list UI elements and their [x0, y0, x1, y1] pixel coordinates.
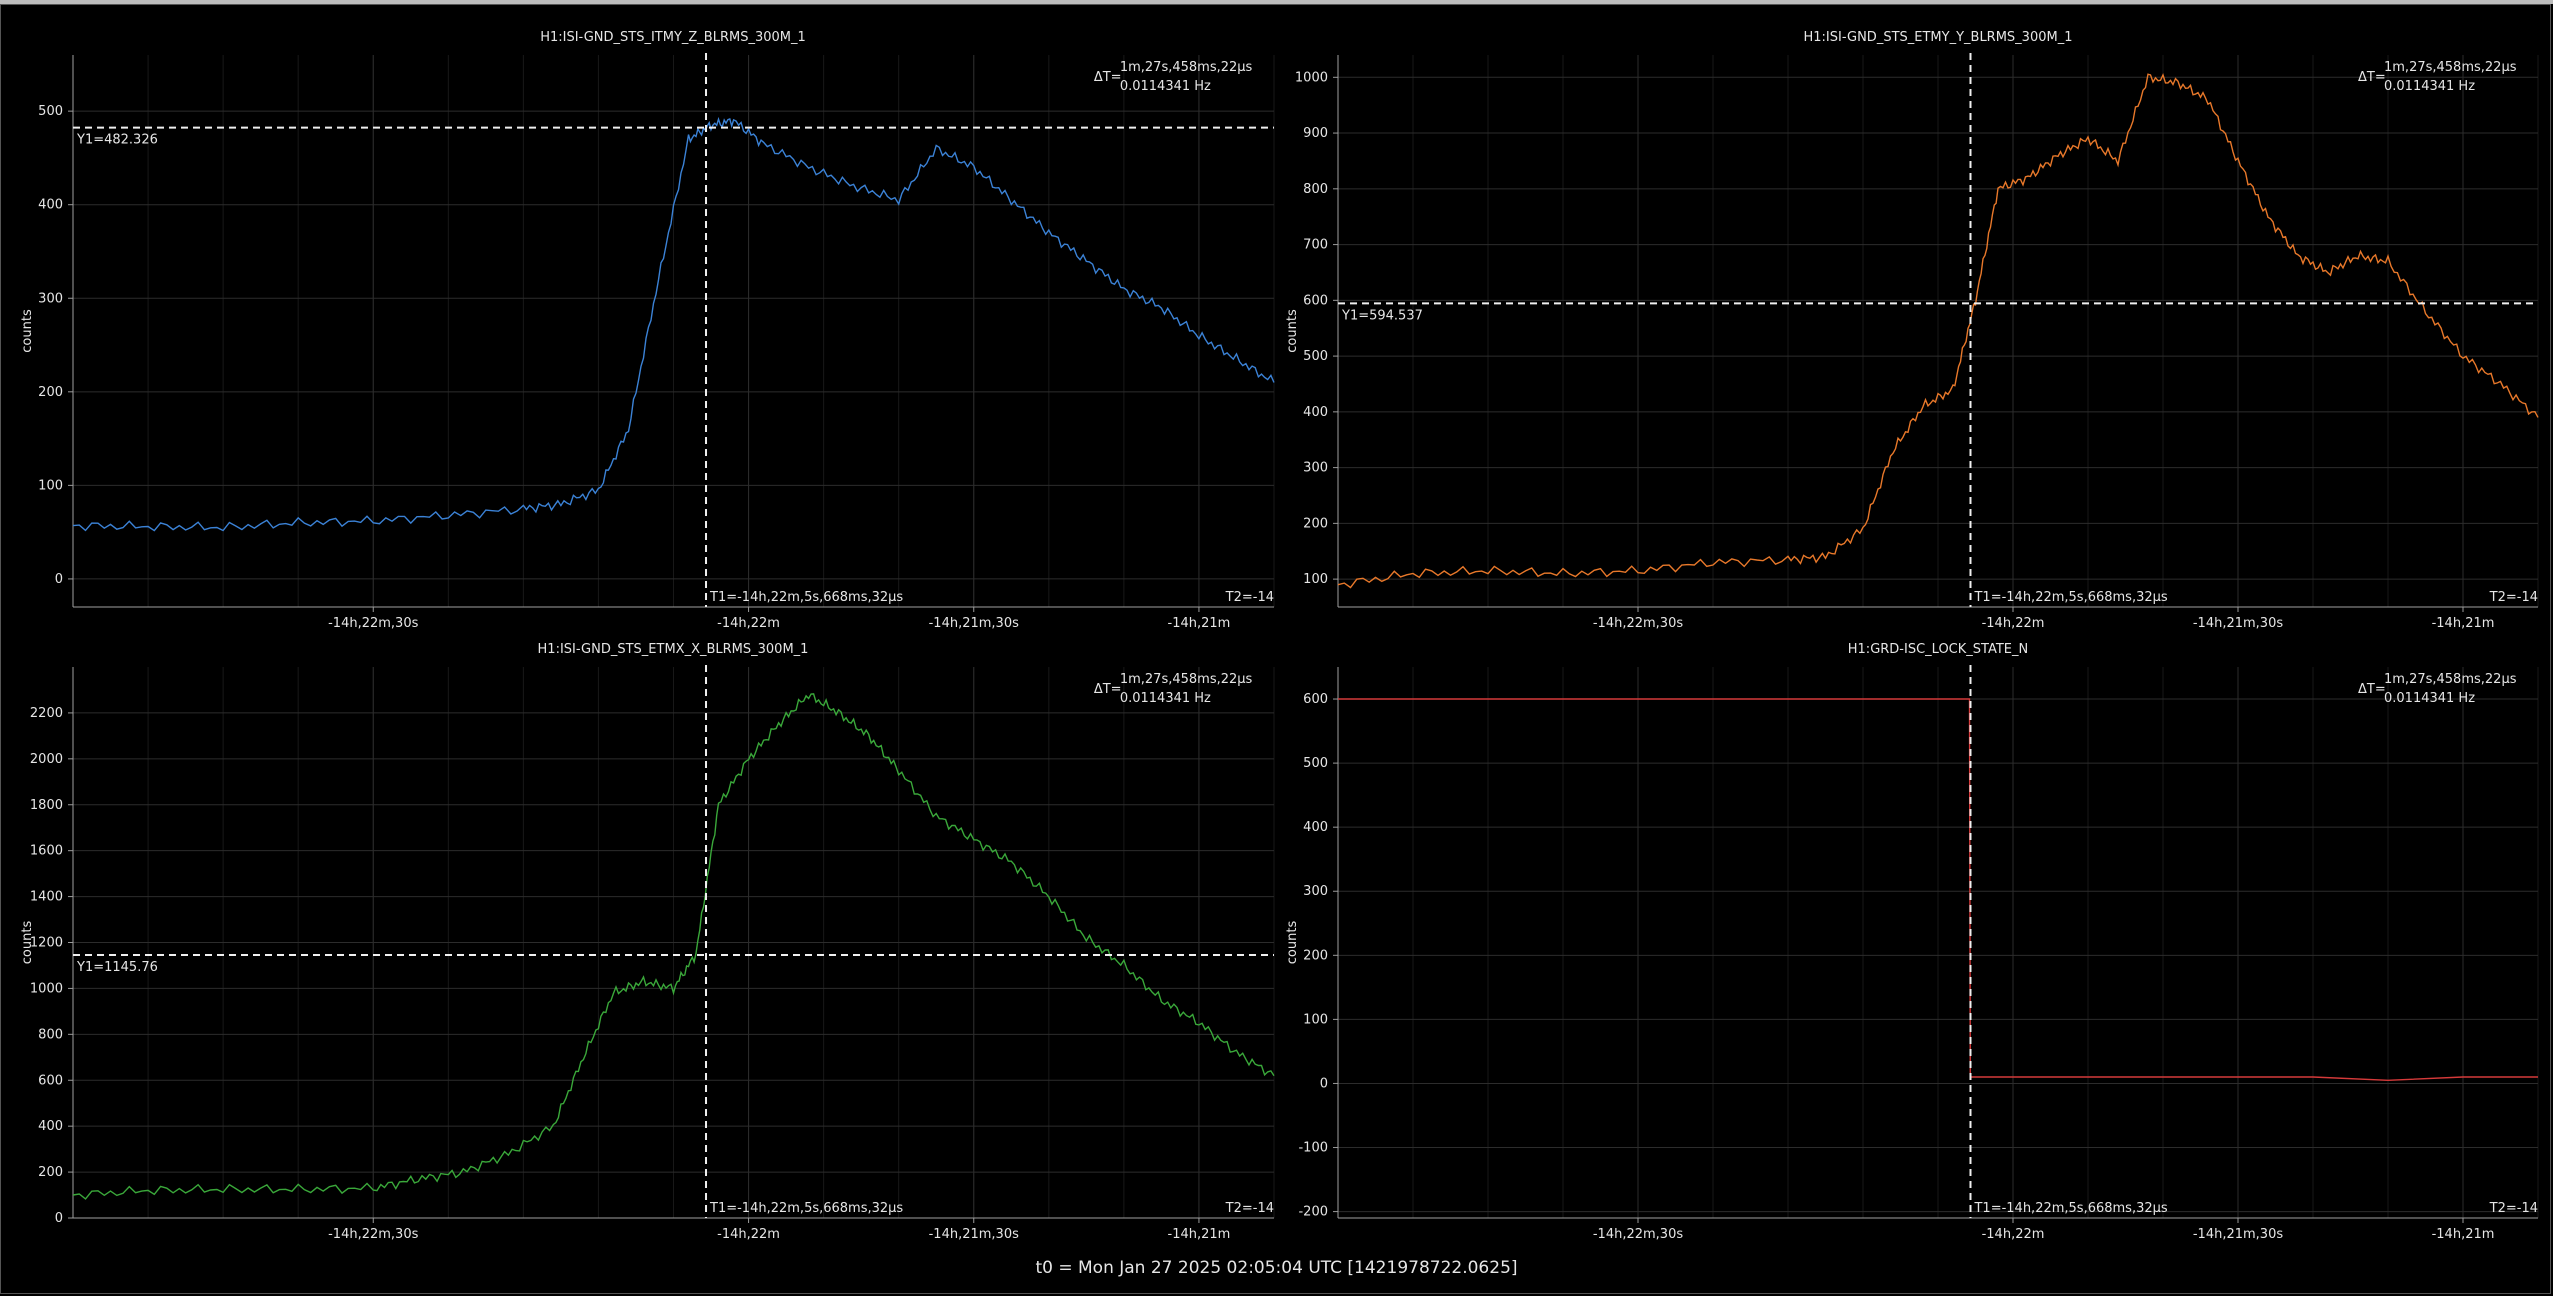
y-tick-label: 400 [38, 1119, 63, 1134]
y-tick-label: 200 [1303, 948, 1328, 963]
x-tick-label: -14h,22m,30s [328, 1227, 418, 1242]
y-tick-label: 0 [55, 1211, 63, 1226]
y-tick-label: 1800 [30, 798, 63, 813]
y-tick-label: 0 [1320, 1076, 1328, 1091]
cursor-t1-label: T1=-14h,22m,5s,668ms,32µs [1973, 1201, 2167, 1216]
y-tick-label: 800 [38, 1027, 63, 1042]
y-tick-label: 1000 [1295, 70, 1328, 85]
y-tick-label: 700 [1303, 238, 1328, 253]
y-tick-label: 600 [1303, 692, 1328, 707]
y-tick-label: 500 [1303, 756, 1328, 771]
delta-t-value: 1m,27s,458ms,22µs [2384, 60, 2517, 75]
y-axis-label: counts [20, 309, 35, 353]
cursor-t1-label: T1=-14h,22m,5s,668ms,32µs [709, 590, 903, 605]
y-tick-label: 300 [1303, 461, 1328, 476]
chart-title: H1:ISI-GND_STS_ETMY_Y_BLRMS_300M_1 [1804, 30, 2073, 45]
y-tick-label: 500 [1303, 349, 1328, 364]
x-tick-label: -14h,21m,30s [929, 1227, 1019, 1242]
y-tick-label: 600 [38, 1073, 63, 1088]
delta-f-value: 0.0114341 Hz [2384, 691, 2475, 706]
t0-footer: t0 = Mon Jan 27 2025 02:05:04 UTC [14219… [1035, 1258, 1518, 1278]
x-tick-label: -14h,22m [717, 616, 780, 631]
chart-title: H1:GRD-ISC_LOCK_STATE_N [1848, 642, 2028, 657]
x-tick-label: -14h,21m [2432, 1227, 2495, 1242]
y-axis-label: counts [1285, 309, 1300, 353]
x-tick-label: -14h,22m,30s [1593, 1227, 1683, 1242]
y-tick-label: 1000 [30, 981, 63, 996]
chart-title: H1:ISI-GND_STS_ETMX_X_BLRMS_300M_1 [538, 642, 809, 657]
cursor-t2-label: T2=-14 [2489, 590, 2538, 605]
delta-t-value: 1m,27s,458ms,22µs [2384, 672, 2517, 687]
y-tick-label: 400 [1303, 820, 1328, 835]
y-tick-label: 100 [1303, 1012, 1328, 1027]
series-line [1337, 72, 2539, 589]
delta-t-label: ΔT= [2358, 682, 2386, 697]
y-tick-label: 2200 [30, 706, 63, 721]
y-tick-label: -200 [1298, 1205, 1328, 1220]
y-tick-label: 500 [38, 104, 63, 119]
cursor-t2-label: T2=-14 [2489, 1201, 2538, 1216]
y-tick-label: 100 [38, 478, 63, 493]
x-tick-label: -14h,22m,30s [328, 616, 418, 631]
chart-panel-2: H1:ISI-GND_STS_ETMY_Y_BLRMS_300M_1 100 200… [1285, 30, 2539, 631]
plot-frame [0, 4, 2551, 1294]
y-tick-label: 300 [38, 291, 63, 306]
chart-title: H1:ISI-GND_STS_ITMY_Z_BLRMS_300M_1 [540, 30, 806, 45]
cursor-y1-label: Y1=482.326 [76, 133, 158, 148]
y-tick-label: 1400 [30, 890, 63, 905]
series-line [72, 116, 1275, 532]
cursor-y1-label: Y1=1145.76 [76, 960, 158, 975]
y-tick-label: 100 [1303, 572, 1328, 587]
window-top-bar [0, 0, 2553, 4]
x-tick-label: -14h,22m [1982, 1227, 2045, 1242]
delta-t-value: 1m,27s,458ms,22µs [1120, 672, 1253, 687]
y-tick-label: 1200 [30, 936, 63, 951]
chart-panel-4: H1:GRD-ISC_LOCK_STATE_N -200 -100 0 100 200 30… [1285, 642, 2539, 1242]
y-tick-label: 1600 [30, 844, 63, 859]
y-tick-label: 200 [38, 385, 63, 400]
x-tick-label: -14h,22m [717, 1227, 780, 1242]
x-tick-label: -14h,21m,30s [2193, 1227, 2283, 1242]
chart-panel-3: H1:ISI-GND_STS_ETMX_X_BLRMS_300M_1 0 200 40… [20, 642, 1275, 1242]
x-tick-label: -14h,21m [1168, 1227, 1231, 1242]
delta-t-label: ΔT= [2358, 70, 2386, 85]
cursor-t1-label: T1=-14h,22m,5s,668ms,32µs [1973, 590, 2167, 605]
delta-f-value: 0.0114341 Hz [1120, 79, 1211, 94]
y-tick-label: 0 [55, 572, 63, 587]
y-tick-label: 900 [1303, 126, 1328, 141]
cursor-t2-label: T2=-14 [1225, 1201, 1274, 1216]
y-tick-label: 400 [38, 198, 63, 213]
chart-panel-1: H1:ISI-GND_STS_ITMY_Z_BLRMS_300M_1 0 100 20… [20, 30, 1275, 631]
delta-t-label: ΔT= [1094, 682, 1122, 697]
x-tick-label: -14h,22m,30s [1593, 616, 1683, 631]
cursor-t2-label: T2=-14 [1225, 590, 1274, 605]
y-tick-label: -100 [1298, 1141, 1328, 1156]
x-tick-label: -14h,21m,30s [929, 616, 1019, 631]
delta-t-value: 1m,27s,458ms,22µs [1120, 60, 1253, 75]
x-tick-label: -14h,21m,30s [2193, 616, 2283, 631]
y-tick-label: 800 [1303, 182, 1328, 197]
y-axis-label: counts [1285, 921, 1300, 965]
y-tick-label: 300 [1303, 884, 1328, 899]
series-line [72, 693, 1275, 1200]
y-tick-label: 400 [1303, 405, 1328, 420]
x-tick-label: -14h,21m [2432, 616, 2495, 631]
x-tick-label: -14h,21m [1168, 616, 1231, 631]
y-tick-label: 200 [38, 1165, 63, 1180]
cursor-y1-label: Y1=594.537 [1341, 308, 1423, 323]
y-tick-label: 200 [1303, 516, 1328, 531]
cursor-t1-label: T1=-14h,22m,5s,668ms,32µs [709, 1201, 903, 1216]
y-tick-label: 2000 [30, 752, 63, 767]
y-axis-label: counts [20, 921, 35, 965]
delta-f-value: 0.0114341 Hz [2384, 79, 2475, 94]
delta-t-label: ΔT= [1094, 70, 1122, 85]
x-tick-label: -14h,22m [1982, 616, 2045, 631]
delta-f-value: 0.0114341 Hz [1120, 691, 1211, 706]
y-tick-label: 600 [1303, 293, 1328, 308]
